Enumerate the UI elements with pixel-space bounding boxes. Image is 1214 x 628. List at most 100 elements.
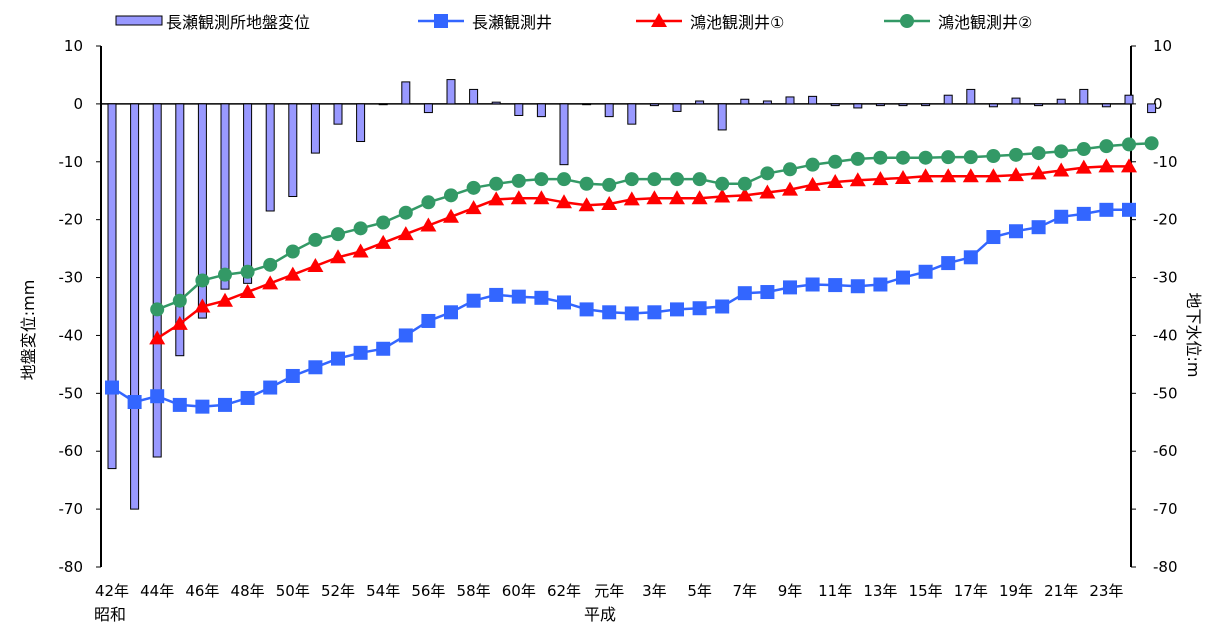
y-tick-label-left: -60 [59, 442, 84, 460]
point-square [534, 290, 549, 305]
point-triangle [827, 174, 844, 189]
point-triangle [307, 257, 324, 272]
bar [152, 103, 162, 458]
y-tick-label-right: -80 [1153, 558, 1178, 576]
y-tick-label-left: -80 [59, 558, 84, 576]
bar [333, 103, 343, 125]
point-triangle [714, 188, 731, 203]
point-triangle [601, 196, 618, 211]
series-line [111, 208, 1129, 408]
point-circle [511, 173, 526, 188]
point-triangle [917, 168, 934, 183]
point-triangle [1098, 158, 1115, 173]
x-tick-label: 21年 [1044, 582, 1078, 600]
point-square [692, 301, 707, 316]
line-series [105, 136, 1159, 414]
point-square [1054, 209, 1069, 224]
point-square [986, 230, 1001, 245]
point-circle [579, 176, 594, 191]
bar [966, 88, 976, 105]
bar [1034, 103, 1044, 107]
point-circle [805, 157, 820, 172]
point-square [218, 397, 232, 412]
bar [717, 103, 727, 131]
point-triangle [985, 168, 1002, 183]
bar [582, 103, 592, 106]
point-circle [647, 172, 662, 187]
bar [378, 103, 388, 106]
bar [808, 95, 818, 105]
point-square [150, 389, 165, 404]
point-circle [918, 150, 933, 165]
bar [853, 103, 863, 109]
point-triangle [1053, 162, 1070, 177]
x-tick-label: 9年 [778, 582, 803, 600]
point-triangle [940, 168, 957, 183]
point-square [918, 264, 933, 279]
bar [649, 103, 659, 107]
point-square [557, 295, 571, 310]
bar [265, 103, 275, 212]
point-circle [398, 205, 413, 220]
legend-label-konoike-well-1: 鴻池観測井① [690, 13, 784, 32]
point-square [873, 277, 888, 292]
point-circle [896, 150, 910, 165]
bar [559, 103, 569, 166]
y-tick-label-right: 0 [1153, 95, 1163, 113]
legend-label-nagase-well: 長瀬観測井 [472, 13, 552, 32]
bar [310, 103, 320, 154]
point-square [783, 280, 797, 295]
point-square [624, 306, 639, 321]
x-tick-label: 58年 [457, 582, 491, 600]
bar [491, 101, 501, 105]
point-circle [421, 195, 436, 210]
point-square [896, 270, 910, 285]
point-square [670, 302, 684, 317]
point-circle [715, 176, 730, 191]
y-tick-label-right: -50 [1153, 384, 1178, 402]
point-square [1122, 202, 1136, 217]
bar [830, 103, 840, 107]
point-square [127, 395, 142, 410]
point-triangle [352, 243, 369, 258]
point-circle [353, 221, 368, 236]
point-square [398, 328, 413, 343]
bar [921, 103, 931, 107]
point-triangle [1008, 167, 1024, 182]
y-tick-label-right: -30 [1153, 269, 1178, 287]
point-square [331, 351, 345, 366]
x-tick-label: 46年 [185, 582, 219, 600]
point-triangle [488, 191, 505, 206]
point-triangle [284, 266, 301, 281]
point-circle [1122, 137, 1136, 152]
point-triangle [420, 217, 437, 232]
bar [627, 103, 637, 125]
bar [130, 103, 140, 510]
point-circle [828, 154, 843, 169]
series-0 [105, 202, 1136, 414]
x-tick-label: 19年 [999, 582, 1033, 600]
point-triangle [1121, 158, 1137, 173]
bar [446, 79, 456, 105]
bar [1011, 97, 1021, 105]
point-circle [150, 302, 165, 317]
point-triangle [849, 172, 866, 187]
x-tick-label: 62年 [547, 582, 581, 600]
point-square [421, 313, 436, 328]
point-circle [783, 162, 797, 177]
point-circle [444, 188, 458, 203]
point-circle [986, 148, 1001, 163]
legend-marker-triangle [651, 13, 667, 27]
point-square [444, 305, 458, 320]
point-triangle [375, 234, 392, 249]
axes: 10 10 0 0 -10 -10 -20 -20 -30 -30 -40 -40 -50 -50 -60 -… [59, 37, 1178, 576]
point-circle [1054, 144, 1069, 159]
point-circle [466, 180, 481, 195]
point-circle [670, 172, 684, 187]
legend: 長瀬観測所地盤変位 長瀬観測井 鴻池観測井① 鴻池観測井② [115, 13, 1032, 32]
point-square [1031, 220, 1046, 235]
point-triangle [669, 190, 685, 205]
point-triangle [759, 184, 776, 199]
point-circle [376, 215, 391, 230]
bar [943, 94, 953, 105]
